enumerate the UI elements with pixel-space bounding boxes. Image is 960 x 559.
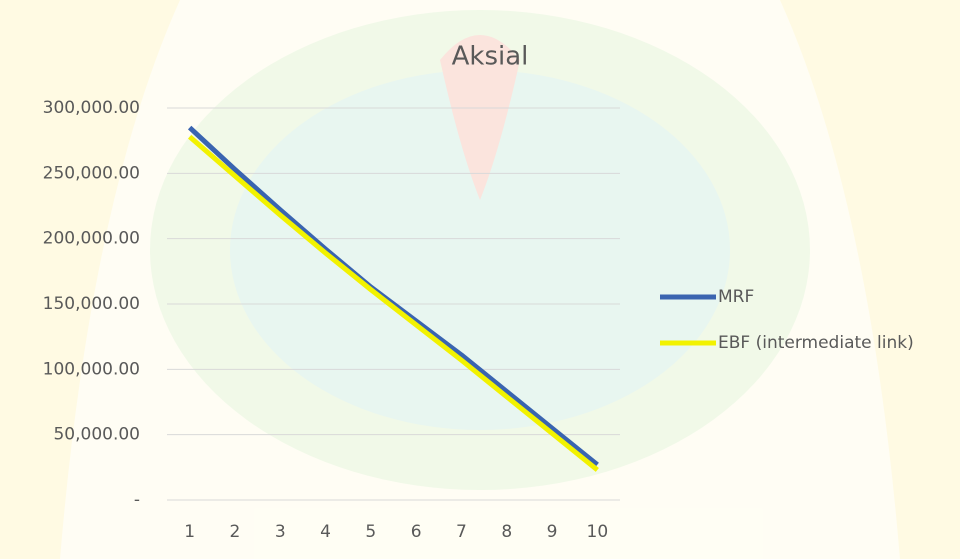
- x-tick-label: 9: [547, 522, 558, 542]
- legend-label: EBF (intermediate link): [718, 333, 914, 353]
- x-tick-label: 5: [365, 522, 376, 542]
- y-tick-label: 50,000.00: [53, 425, 140, 445]
- x-tick-label: 2: [230, 522, 241, 542]
- y-tick-label: -: [134, 490, 140, 510]
- x-tick-label: 8: [501, 522, 512, 542]
- chart-title: Aksial: [452, 42, 529, 72]
- x-tick-label: 4: [320, 522, 331, 542]
- x-tick-label: 6: [411, 522, 422, 542]
- legend-label: MRF: [718, 287, 754, 307]
- chart: Aksial - 50,000.00 100,000.00 150,000.00 200…: [0, 0, 960, 559]
- y-tick-label: 150,000.00: [43, 294, 140, 314]
- x-tick-label: 7: [456, 522, 467, 542]
- y-tick-label: 300,000.00: [43, 98, 140, 118]
- x-tick-label: 3: [275, 522, 286, 542]
- watermark: [0, 0, 960, 559]
- y-tick-label: 200,000.00: [43, 229, 140, 249]
- x-tick-label: 1: [184, 522, 195, 542]
- y-tick-label: 250,000.00: [43, 163, 140, 183]
- x-tick-label: 10: [587, 522, 609, 542]
- y-tick-label: 100,000.00: [43, 359, 140, 379]
